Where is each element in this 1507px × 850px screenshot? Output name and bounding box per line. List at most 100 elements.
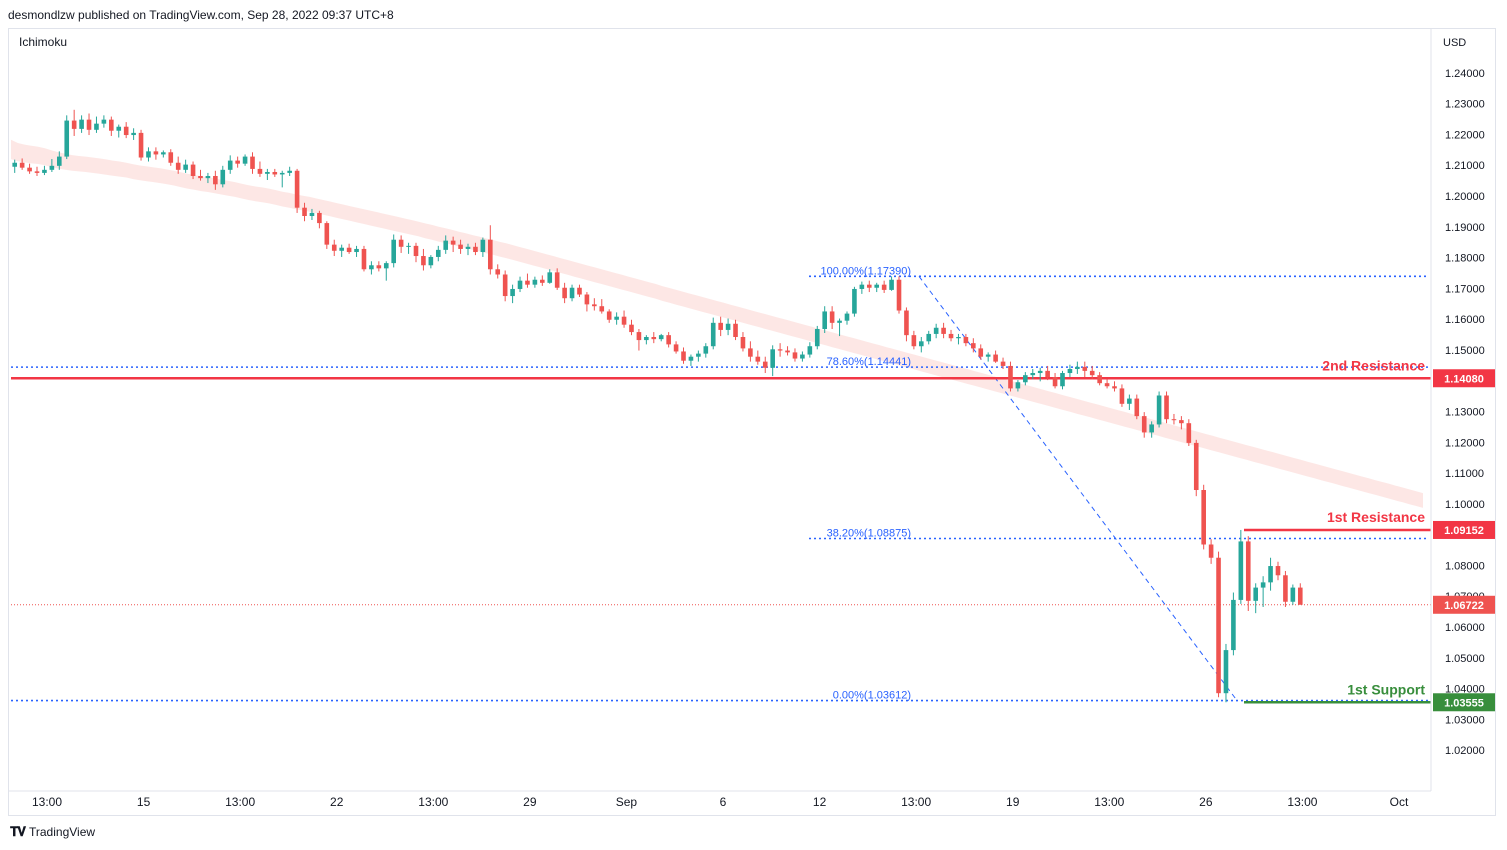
candle-body bbox=[1193, 442, 1199, 491]
x-tick-label: 15 bbox=[137, 795, 151, 809]
candle-body bbox=[837, 320, 842, 323]
candle-body bbox=[993, 354, 998, 362]
fib-retracement: 100.00%(1.17390) 78.60%(1.14441) 38.20%(1.… bbox=[11, 265, 1429, 702]
candle-body bbox=[1097, 375, 1102, 384]
candle-body bbox=[896, 279, 902, 311]
candle-body bbox=[517, 280, 523, 289]
candle-body bbox=[294, 170, 300, 208]
candle-body bbox=[183, 164, 188, 170]
level-price-text: 1.09152 bbox=[1444, 525, 1484, 537]
candle-body bbox=[265, 171, 270, 174]
candle-body bbox=[161, 152, 166, 155]
candle-body bbox=[27, 167, 32, 172]
candle-body bbox=[123, 126, 129, 136]
candle-body bbox=[807, 346, 813, 355]
sr-levels: 2nd Resistance 1st Resistance 1st Support bbox=[11, 357, 1431, 704]
candle-body bbox=[331, 244, 337, 251]
y-tick-label: 1.10000 bbox=[1445, 499, 1485, 511]
candles bbox=[12, 109, 1303, 703]
x-tick-label: 13:00 bbox=[1287, 795, 1317, 809]
candle-body bbox=[473, 246, 478, 253]
y-tick-label: 1.16000 bbox=[1445, 314, 1485, 326]
candle-body bbox=[814, 328, 820, 347]
candle-body bbox=[733, 323, 738, 337]
candle-body bbox=[1164, 395, 1169, 420]
candle-body bbox=[79, 119, 84, 129]
candle-body bbox=[1134, 398, 1140, 417]
candle-body bbox=[376, 265, 382, 269]
candle-body bbox=[971, 343, 976, 349]
candle-body bbox=[56, 156, 62, 166]
candle-body bbox=[933, 327, 939, 334]
fib-level-label: 38.20%(1.08875) bbox=[827, 527, 911, 539]
candle-body bbox=[755, 356, 761, 362]
footer[interactable]: 𝐓𝐕 TradingView bbox=[10, 824, 95, 840]
candle-body bbox=[978, 348, 984, 357]
y-tick-label: 1.08000 bbox=[1445, 560, 1485, 572]
candle-body bbox=[606, 311, 612, 320]
candle-body bbox=[1015, 382, 1021, 389]
ichimoku-cloud bbox=[11, 139, 1423, 508]
candle-body bbox=[1231, 599, 1236, 651]
candle-body bbox=[852, 288, 857, 314]
candle-body bbox=[911, 335, 917, 347]
candle-body bbox=[688, 356, 694, 361]
y-tick-label: 1.15000 bbox=[1445, 345, 1485, 357]
candle-body bbox=[317, 212, 322, 224]
candle-body bbox=[94, 123, 99, 130]
chart-frame[interactable]: 100.00%(1.17390) 78.60%(1.14441) 38.20%(1.… bbox=[8, 28, 1496, 816]
level-price-text: 1.14080 bbox=[1444, 373, 1484, 385]
candle-body bbox=[1201, 490, 1206, 545]
candle-body bbox=[86, 119, 92, 130]
candle-body bbox=[792, 352, 798, 359]
candle-body bbox=[569, 287, 575, 299]
candle-body bbox=[339, 247, 344, 251]
publisher-header: desmondlzw published on TradingView.com,… bbox=[8, 8, 394, 22]
candle-body bbox=[800, 354, 805, 359]
candle-body bbox=[1253, 587, 1259, 601]
candle-body bbox=[644, 336, 649, 341]
candle-body bbox=[1260, 582, 1266, 588]
level-label: 2nd Resistance bbox=[1322, 357, 1425, 373]
candle-body bbox=[866, 284, 872, 288]
candle-body bbox=[435, 249, 441, 257]
candle-body bbox=[1037, 370, 1043, 374]
candle-body bbox=[629, 324, 634, 333]
y-tick-label: 1.23000 bbox=[1445, 99, 1485, 111]
candle-body bbox=[636, 332, 642, 341]
candle-body bbox=[1283, 575, 1288, 602]
candle-body bbox=[532, 279, 538, 285]
candle-body bbox=[547, 272, 553, 283]
candle-body bbox=[398, 239, 404, 247]
candle-body bbox=[1179, 420, 1184, 424]
y-tick-label: 1.22000 bbox=[1445, 129, 1485, 141]
y-tick-label: 1.19000 bbox=[1445, 222, 1485, 234]
candle-body bbox=[926, 333, 932, 342]
candle-body bbox=[146, 151, 151, 158]
x-tick-label: 22 bbox=[330, 795, 344, 809]
candle-body bbox=[948, 333, 954, 339]
candle-body bbox=[1082, 366, 1088, 371]
candle-body bbox=[227, 160, 233, 170]
y-tick-label: 1.03000 bbox=[1445, 714, 1485, 726]
candle-body bbox=[480, 239, 486, 253]
candle-body bbox=[740, 336, 746, 349]
level-price-tag bbox=[1433, 369, 1495, 388]
level-label: 1st Support bbox=[1347, 681, 1425, 697]
candle-body bbox=[1030, 373, 1036, 376]
candle-body bbox=[1245, 541, 1251, 601]
candle-body bbox=[272, 171, 278, 175]
candle-body bbox=[1297, 587, 1303, 605]
candle-body bbox=[220, 169, 226, 185]
candle-body bbox=[904, 310, 909, 336]
candle-body bbox=[874, 284, 880, 288]
candle-body bbox=[465, 246, 471, 249]
candle-body bbox=[487, 239, 493, 270]
fib-trend-line bbox=[918, 276, 1238, 701]
candlestick-chart[interactable]: 100.00%(1.17390) 78.60%(1.14441) 38.20%(1.… bbox=[9, 29, 1495, 815]
candle-body bbox=[213, 175, 218, 185]
time-axis: 13:00 15 13:00 22 13:00 29 Sep 6 12 13:00 19 13:00 2… bbox=[9, 790, 1431, 809]
candle-body bbox=[198, 175, 203, 179]
x-tick-label: 6 bbox=[720, 795, 727, 809]
candle-body bbox=[153, 151, 159, 155]
